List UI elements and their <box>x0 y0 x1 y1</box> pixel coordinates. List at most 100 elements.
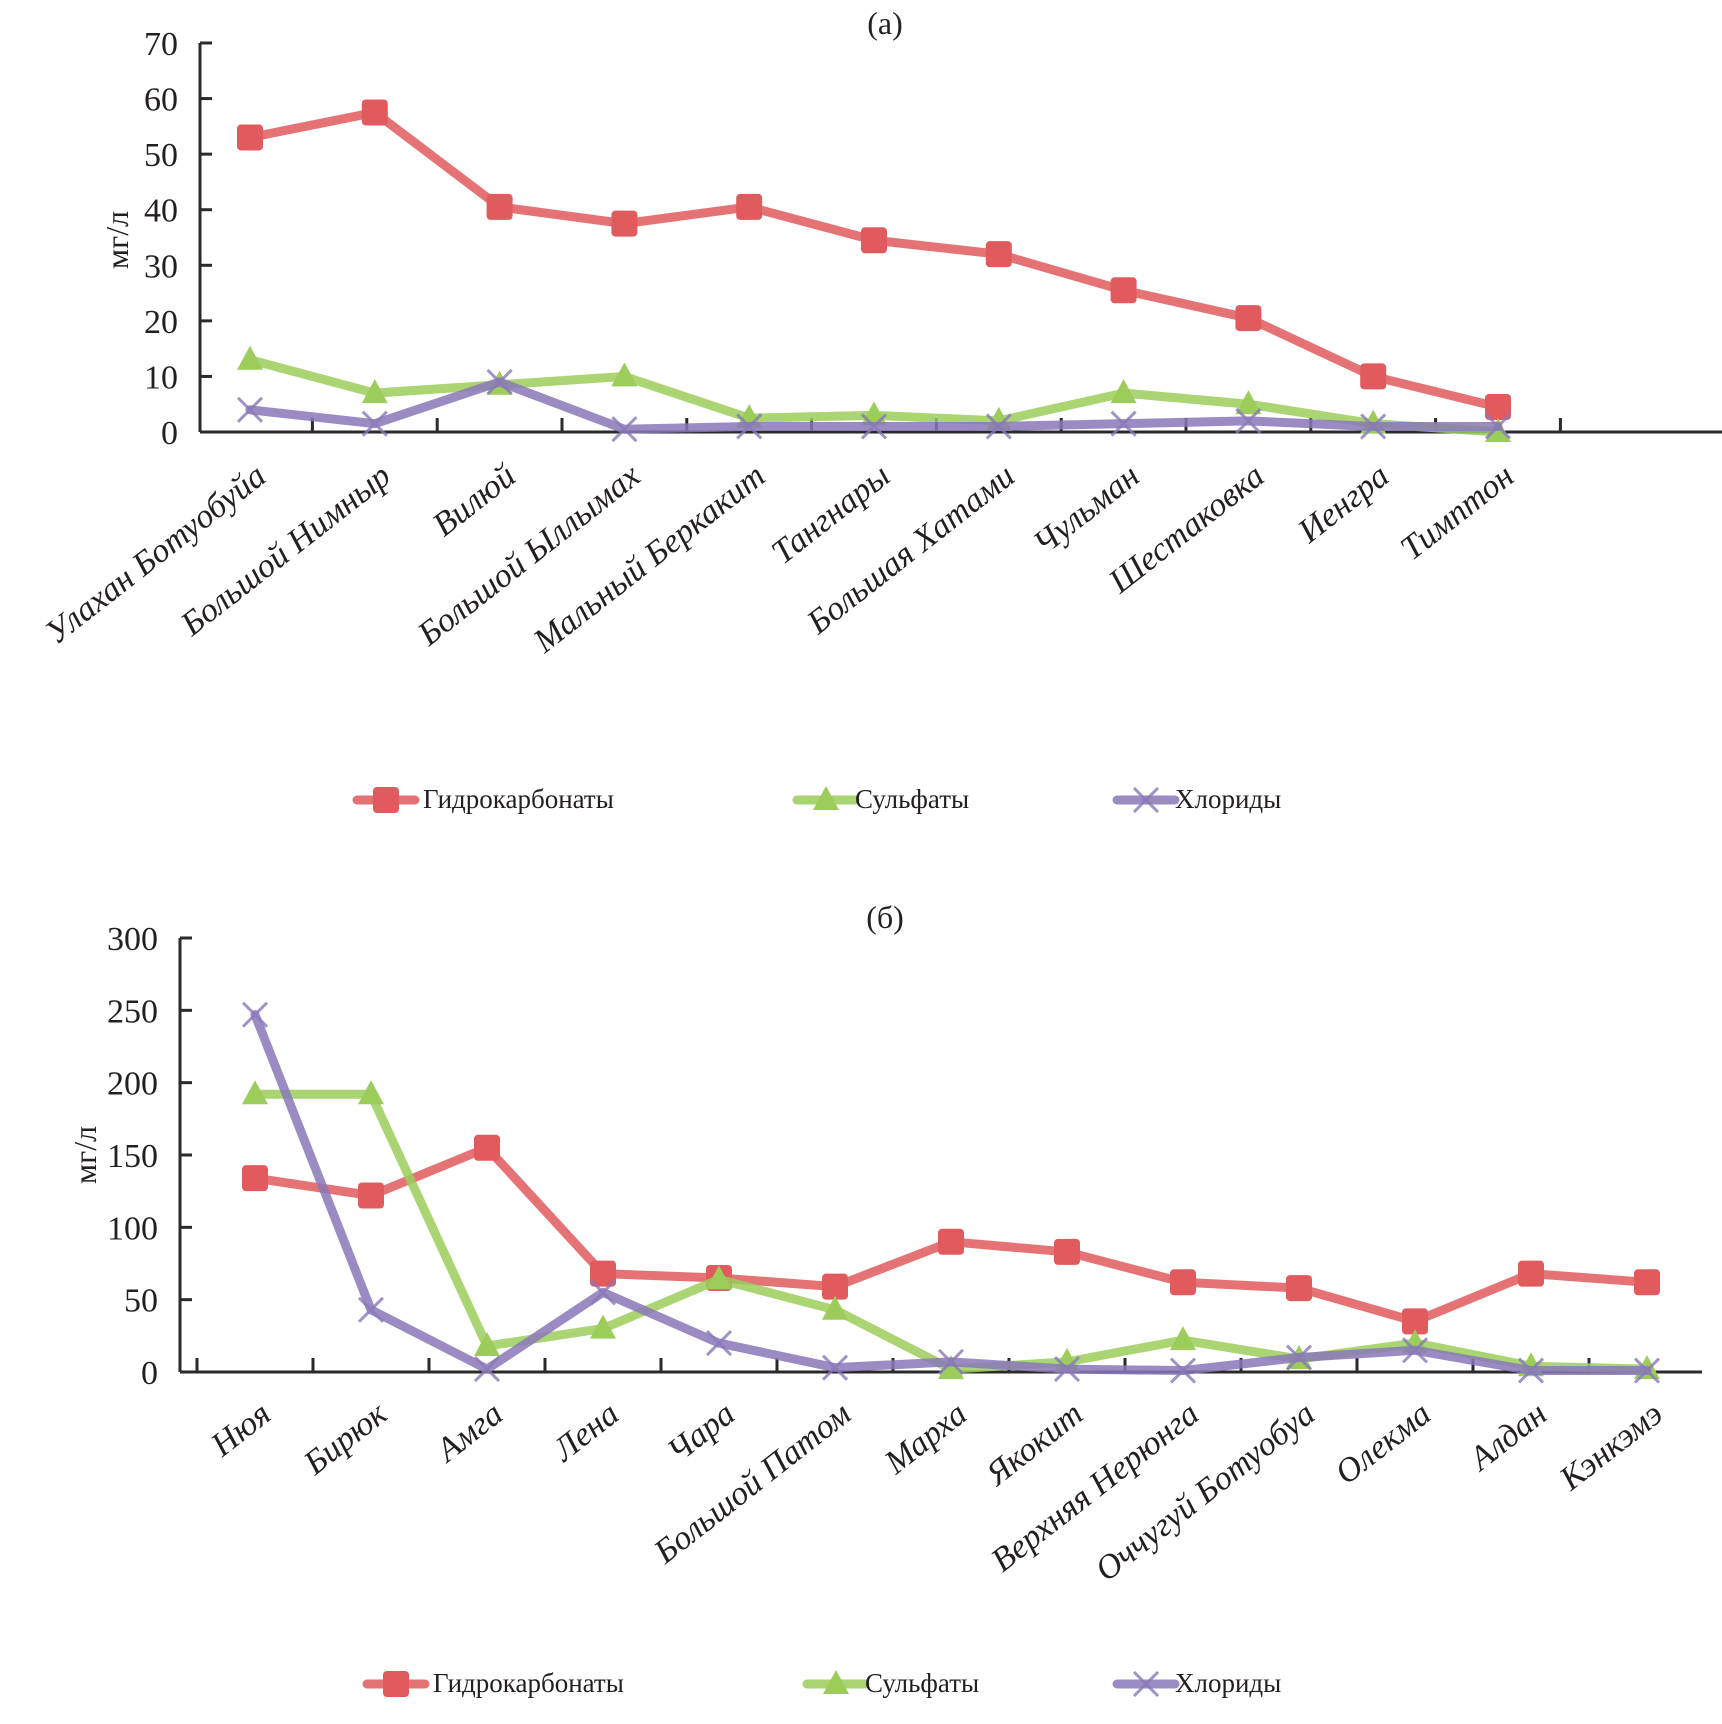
x-tick-label: Алдан <box>1461 1395 1554 1479</box>
data-point <box>1484 413 1512 440</box>
x-tick-label: Лена <box>546 1395 626 1469</box>
y-tick-label: 60 <box>144 82 178 119</box>
data-point <box>1401 1337 1429 1364</box>
y-tick-label: 50 <box>124 1283 158 1320</box>
legend: Гидрокарбонаты Сульфаты Хлориды <box>352 784 1281 814</box>
x-tick-label: Верхняя Нерюнга <box>985 1395 1206 1579</box>
data-point <box>1360 363 1387 390</box>
legend-label: Сульфаты <box>855 784 969 814</box>
data-point <box>1235 390 1262 415</box>
data-point <box>473 1356 501 1383</box>
chart-title: (a) <box>867 5 903 41</box>
data-point <box>237 345 263 370</box>
y-tick-label: 250 <box>107 993 158 1030</box>
data-point <box>242 1165 268 1192</box>
legend-item: Гидрокарбонаты <box>352 784 614 814</box>
x-tick-label: Тимптон <box>1394 457 1521 568</box>
legend-marker-icon <box>1132 786 1160 814</box>
data-point <box>589 1279 617 1306</box>
data-point <box>861 227 887 254</box>
data-point <box>822 1295 848 1320</box>
data-point <box>1054 1238 1080 1265</box>
data-point <box>938 1355 964 1380</box>
y-tick-label: 70 <box>144 26 178 63</box>
data-point <box>1633 1357 1661 1384</box>
data-point <box>1110 410 1137 437</box>
y-tick-label: 200 <box>107 1066 158 1103</box>
data-point <box>361 99 388 126</box>
data-point <box>705 1330 733 1357</box>
x-tick-label: Вилюй <box>426 457 523 544</box>
y-ticks: 0 10 20 30 40 50 60 70 <box>144 26 212 452</box>
x-tick-label: Иенгра <box>1291 457 1396 551</box>
data-point <box>358 1182 384 1209</box>
y-tick-label: 300 <box>107 921 158 958</box>
y-tick-label: 100 <box>107 1210 158 1247</box>
chart-panel-b: (б) мг/л 0 50 100 150 200 250 300 Нюя Бирюк Амга… <box>67 899 1702 1698</box>
y-tick-label: 40 <box>144 193 178 230</box>
y-axis-title: мг/л <box>99 211 135 269</box>
data-point <box>822 1273 848 1300</box>
data-point <box>985 413 1012 440</box>
legend-label: Хлориды <box>1175 784 1281 814</box>
x-tick-label: Чульман <box>1026 457 1146 562</box>
data-point <box>1110 277 1137 304</box>
axes <box>178 938 1702 1374</box>
legend-item: Хлориды <box>1112 784 1281 814</box>
x-tick-label: Якокит <box>978 1395 1090 1494</box>
data-point <box>237 124 263 151</box>
data-point <box>590 1260 616 1287</box>
x-tick-label: Мальный Беркакит <box>526 457 772 661</box>
legend-label: Сульфаты <box>865 1668 979 1698</box>
series-chlorides <box>236 368 1512 443</box>
data-point <box>1235 407 1262 434</box>
data-point <box>1517 1357 1545 1384</box>
y-tick-label: 20 <box>144 304 178 341</box>
legend-label: Гидрокарбонаты <box>423 784 614 814</box>
data-point <box>1285 1344 1313 1371</box>
x-tick-label: Нюя <box>204 1395 278 1464</box>
chart-panel-a: (a) мг/л 0 10 20 30 40 50 60 70 Улахан Ботуобуй… <box>38 5 1722 814</box>
x-tick-label: Олекма <box>1329 1395 1438 1492</box>
x-tick-label: Большой Ыллымах <box>410 457 647 653</box>
x-tick-label: Кэнкэмэ <box>1552 1395 1670 1498</box>
legend-item: Сульфаты <box>802 1668 979 1698</box>
x-tick-label: Большой Нимныр <box>173 457 397 644</box>
x-tick-label: Бирюк <box>296 1394 394 1482</box>
y-tick-label: 30 <box>144 248 178 285</box>
data-point <box>611 210 638 237</box>
legend-marker-icon <box>383 1671 409 1697</box>
data-point <box>938 1228 964 1255</box>
data-point <box>736 413 763 440</box>
data-point <box>357 1296 385 1323</box>
y-ticks: 0 50 100 150 200 250 300 <box>107 921 192 1392</box>
data-point <box>611 362 638 387</box>
data-point <box>706 1265 732 1290</box>
data-point <box>242 1080 268 1105</box>
data-point <box>1485 393 1511 420</box>
legend-marker-icon <box>1132 1670 1160 1698</box>
data-point <box>1360 413 1387 440</box>
series-group <box>236 99 1512 443</box>
data-point <box>361 379 388 404</box>
data-point <box>590 1314 616 1339</box>
y-tick-label: 150 <box>107 1138 158 1175</box>
data-point <box>821 1354 849 1381</box>
y-tick-label: 10 <box>144 359 178 396</box>
x-tick-label: Чара <box>660 1395 741 1470</box>
legend: Гидрокарбонаты Сульфаты Хлориды <box>362 1668 1281 1698</box>
data-point <box>1634 1269 1660 1296</box>
legend-item: Гидрокарбонаты <box>362 1668 624 1698</box>
x-tick-label: Большая Хатами <box>800 457 1022 642</box>
chart-title: (б) <box>866 899 904 935</box>
legend-label: Гидрокарбонаты <box>433 1668 624 1698</box>
data-point <box>1286 1275 1312 1302</box>
data-point <box>985 241 1012 268</box>
data-point <box>1169 1357 1197 1384</box>
y-tick-label: 50 <box>144 137 178 174</box>
legend-marker-icon <box>373 787 399 813</box>
y-tick-label: 0 <box>141 1355 158 1392</box>
data-point <box>1235 305 1262 332</box>
